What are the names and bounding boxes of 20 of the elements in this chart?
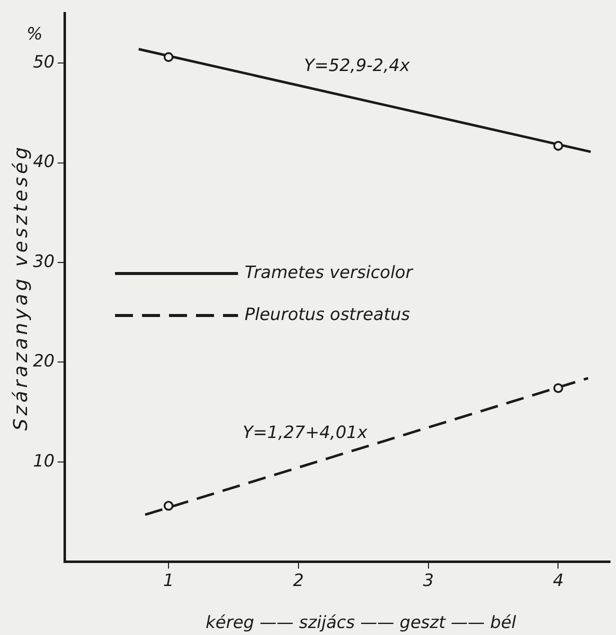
legend-label: Pleurotus ostreatus <box>244 305 410 326</box>
y-tick-label: 10 <box>32 451 55 472</box>
x-tick-label: 4 <box>552 571 564 592</box>
x-tick-label: 2 <box>293 571 304 592</box>
point <box>164 500 174 511</box>
x-tick-label: 1 <box>163 571 174 592</box>
y-axis-title: Szárazanyag veszteség <box>10 144 32 431</box>
point <box>164 52 174 62</box>
legend-label: Trametes versicolor <box>244 263 412 284</box>
y-tick-label: 40 <box>32 152 55 172</box>
x-axis-title: kéreg —— szijács —— geszt —— bél <box>206 613 516 633</box>
annotation: Y=1,27+4,01x <box>242 422 368 443</box>
annotation: Y=52,9-2,4x <box>304 56 411 76</box>
point <box>553 383 564 394</box>
y-tick-label: 30 <box>32 252 55 272</box>
point <box>553 140 564 151</box>
x-tick-label: 3 <box>422 571 434 592</box>
text: % <box>26 24 43 45</box>
y-tick-label: 20 <box>32 352 55 372</box>
y-tick-label: 50 <box>32 52 55 72</box>
